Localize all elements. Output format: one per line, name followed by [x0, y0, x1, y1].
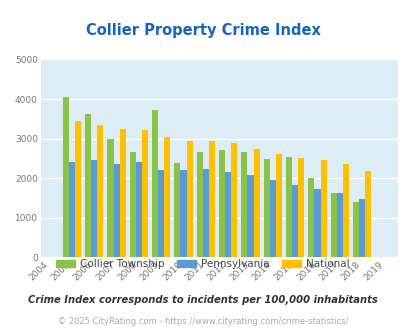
Bar	[63, 97, 69, 257]
Bar	[164, 137, 170, 257]
Bar	[85, 115, 91, 257]
Bar	[308, 178, 314, 257]
Text: Collier Property Crime Index: Collier Property Crime Index	[85, 23, 320, 38]
Text: Crime Index corresponds to incidents per 100,000 inhabitants: Crime Index corresponds to incidents per…	[28, 295, 377, 305]
Bar	[119, 129, 125, 257]
Bar	[196, 152, 202, 257]
Bar	[247, 175, 253, 257]
Bar	[141, 130, 147, 257]
Bar	[364, 171, 370, 257]
Bar	[269, 180, 275, 257]
Text: © 2025 CityRating.com - https://www.cityrating.com/crime-statistics/: © 2025 CityRating.com - https://www.city…	[58, 317, 347, 326]
Bar	[152, 110, 158, 257]
Bar	[275, 154, 281, 257]
Bar	[208, 141, 214, 257]
Bar	[292, 185, 297, 257]
Bar	[230, 143, 237, 257]
Bar	[91, 160, 97, 257]
Bar	[174, 163, 180, 257]
Bar	[241, 152, 247, 257]
Bar	[107, 139, 113, 257]
Bar	[342, 164, 348, 257]
Bar	[69, 162, 75, 257]
Bar	[297, 158, 303, 257]
Bar	[158, 170, 164, 257]
Bar	[352, 202, 358, 257]
Bar	[336, 193, 342, 257]
Bar	[180, 170, 186, 257]
Bar	[314, 189, 320, 257]
Bar	[130, 152, 136, 257]
Bar	[286, 157, 292, 257]
Bar	[358, 199, 364, 257]
Bar	[136, 162, 141, 257]
Bar	[75, 121, 81, 257]
Bar	[263, 159, 269, 257]
Legend: Collier Township, Pennsylvania, National: Collier Township, Pennsylvania, National	[52, 255, 353, 274]
Bar	[202, 170, 208, 257]
Bar	[253, 148, 259, 257]
Bar	[330, 193, 336, 257]
Bar	[97, 125, 103, 257]
Bar	[113, 164, 119, 257]
Bar	[225, 172, 230, 257]
Bar	[320, 160, 326, 257]
Bar	[186, 141, 192, 257]
Bar	[219, 150, 225, 257]
